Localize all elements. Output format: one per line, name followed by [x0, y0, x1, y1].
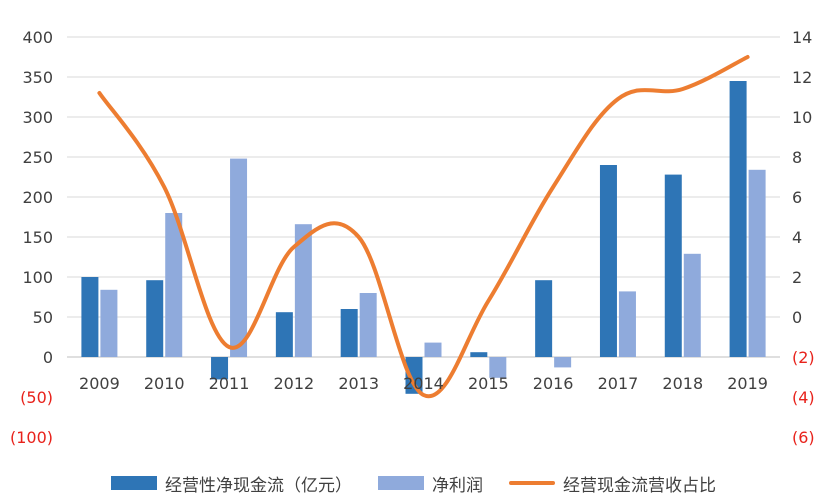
x-tick-label: 2011 — [209, 374, 250, 393]
bar-net-profit — [165, 213, 183, 357]
right-tick-label: 4 — [792, 228, 802, 247]
x-tick-label: 2017 — [598, 374, 639, 393]
bar-operating-cashflow — [146, 280, 164, 357]
legend-label-cashflow-revenue-ratio: 经营现金流营收占比 — [563, 475, 716, 496]
legend-item-operating-cashflow: 经营性净现金流（亿元） — [111, 471, 352, 496]
x-tick-label: 2015 — [468, 374, 509, 393]
line-cashflow-revenue-ratio — [97, 55, 750, 399]
left-tick-label: 350 — [22, 68, 53, 87]
x-tick-label: 2014 — [403, 374, 444, 393]
bar-net-profit — [230, 158, 248, 357]
legend-item-net-profit: 净利润 — [378, 471, 483, 496]
left-axis-ticks: 400 350 300 250 200 150 100 50 0 (50) (100) — [10, 28, 53, 447]
bar-operating-cashflow — [405, 357, 423, 394]
bars-group — [81, 81, 766, 394]
left-tick-label: 50 — [33, 308, 53, 327]
x-tick-label: 2018 — [662, 374, 703, 393]
bar-operating-cashflow — [340, 309, 358, 357]
legend: 经营性净现金流（亿元） 净利润 经营现金流营收占比 — [0, 468, 827, 498]
bar-operating-cashflow — [599, 165, 617, 357]
bar-operating-cashflow — [664, 174, 682, 357]
right-tick-label: 14 — [792, 28, 812, 47]
legend-item-cashflow-revenue-ratio: 经营现金流营收占比 — [509, 471, 716, 496]
x-tick-label: 2012 — [274, 374, 315, 393]
left-tick-label: 150 — [22, 228, 53, 247]
gridlines — [67, 36, 780, 358]
bar-net-profit — [554, 357, 572, 368]
right-tick-label: 0 — [792, 308, 802, 327]
right-axis-ticks: 14 12 10 8 6 4 2 0 (2) (4) (6) — [792, 28, 815, 447]
right-tick-label: 2 — [792, 268, 802, 287]
bar-net-profit — [100, 289, 118, 357]
x-tick-label: 2016 — [533, 374, 574, 393]
bar-net-profit — [359, 293, 377, 357]
left-tick-label: (50) — [20, 388, 53, 407]
legend-label-net-profit: 净利润 — [432, 475, 483, 496]
bar-operating-cashflow — [81, 277, 99, 357]
left-tick-label: 300 — [22, 108, 53, 127]
bar-net-profit — [683, 253, 701, 357]
left-tick-label: 400 — [22, 28, 53, 47]
x-tick-label: 2019 — [727, 374, 768, 393]
right-tick-label: 12 — [792, 68, 812, 87]
legend-swatch-operating-cashflow — [111, 476, 157, 490]
left-tick-label: 100 — [22, 268, 53, 287]
bar-operating-cashflow — [729, 81, 747, 357]
bar-operating-cashflow — [470, 352, 488, 357]
right-tick-label: 6 — [792, 188, 802, 207]
bar-net-profit — [294, 224, 312, 357]
left-tick-label: 250 — [22, 148, 53, 167]
right-tick-label: 10 — [792, 108, 812, 127]
legend-swatch-net-profit — [378, 476, 424, 490]
x-tick-label: 2010 — [144, 374, 185, 393]
right-tick-label: (4) — [792, 388, 815, 407]
legend-label-operating-cashflow: 经营性净现金流（亿元） — [165, 475, 352, 496]
bar-net-profit — [424, 342, 442, 357]
right-tick-label: (2) — [792, 348, 815, 367]
left-tick-label: 200 — [22, 188, 53, 207]
x-tick-label: 2009 — [79, 374, 120, 393]
bar-operating-cashflow — [535, 280, 553, 357]
bar-operating-cashflow — [211, 357, 229, 380]
bar-net-profit — [489, 357, 507, 378]
left-tick-label: 0 — [43, 348, 53, 367]
bar-operating-cashflow — [275, 312, 293, 357]
bar-net-profit — [618, 291, 636, 357]
bar-net-profit — [748, 169, 766, 357]
x-axis-ticks: 2009 2010 2011 2012 2013 2014 2015 2016 2017 2018… — [79, 374, 768, 393]
right-tick-label: (6) — [792, 428, 815, 447]
x-tick-label: 2013 — [338, 374, 379, 393]
left-tick-label: (100) — [10, 428, 53, 447]
right-tick-label: 8 — [792, 148, 802, 167]
line-series-group — [97, 55, 750, 399]
legend-swatch-cashflow-revenue-ratio — [509, 481, 555, 485]
